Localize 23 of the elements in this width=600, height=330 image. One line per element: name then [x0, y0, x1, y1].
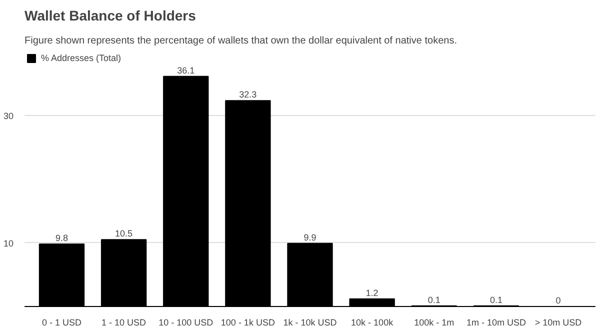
x-tick-label: 1k - 10k USD: [283, 318, 338, 328]
data-label: 32.3: [239, 90, 257, 100]
data-label: 0: [556, 296, 561, 306]
data-label: 0.1: [490, 294, 502, 305]
data-label: 10.5: [115, 228, 133, 239]
data-label: 36.1: [177, 65, 195, 76]
y-tick-label: 30: [3, 110, 14, 121]
x-tick-label: 0 - 1 USD: [42, 318, 82, 328]
data-label: 0.1: [428, 294, 440, 305]
x-tick-label: 10k - 100k: [351, 318, 394, 328]
x-tick-label: > 10m USD: [534, 318, 582, 328]
chart-title: Wallet Balance of Holders: [24, 8, 196, 24]
data-label: 9.9: [304, 232, 316, 242]
legend-label: % Addresses (Total): [41, 53, 122, 63]
x-tick-label: 1 - 10 USD: [102, 318, 147, 328]
chart-subtitle: Figure shown represents the percentage of wallets that own the dollar equivalent of native tokens.: [24, 36, 457, 46]
x-tick-label: 100k - 1m: [414, 318, 454, 328]
y-tick-label: 10: [3, 238, 14, 248]
x-tick-label: 10 - 100 USD: [158, 318, 214, 328]
x-tick-label: 1m - 10m USD: [466, 318, 526, 328]
x-tick-label: 100 - 1k USD: [220, 318, 276, 328]
data-label: 9.8: [55, 233, 68, 244]
data-label: 1.2: [366, 288, 378, 298]
